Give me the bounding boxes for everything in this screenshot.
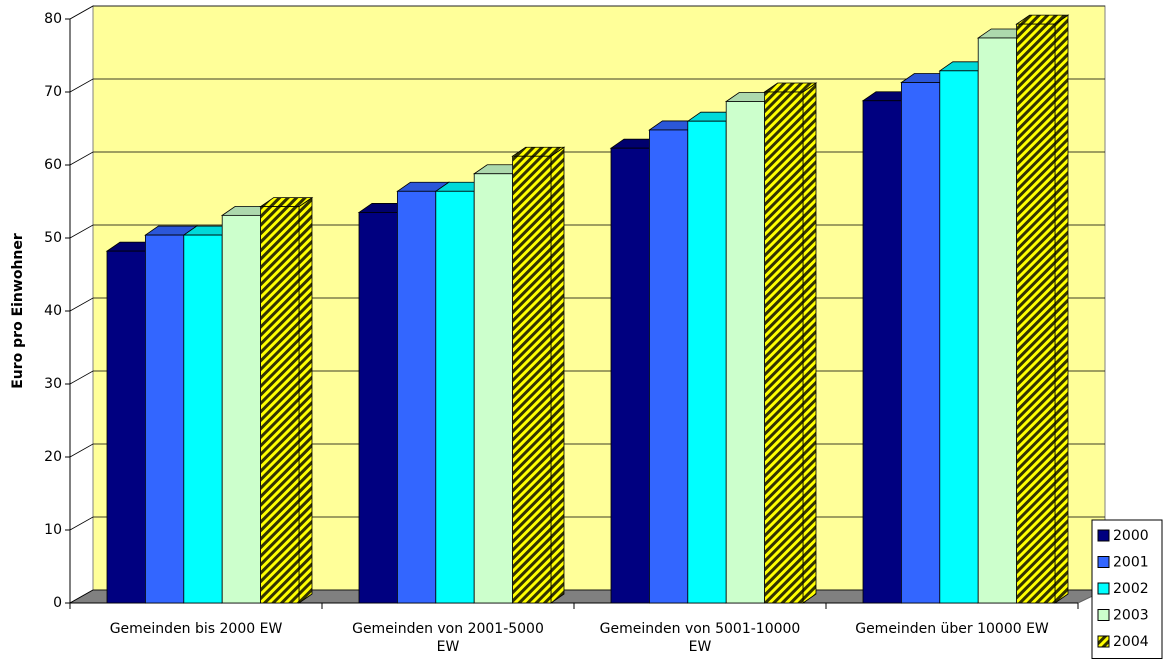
y-tick-label: 70 — [44, 84, 62, 100]
y-tick-label: 20 — [44, 449, 62, 465]
bar — [1016, 23, 1056, 604]
legend-label: 2004 — [1113, 634, 1149, 650]
x-tick-label: Gemeinden bis 2000 EW — [109, 621, 283, 637]
bar-side — [298, 196, 313, 604]
legend-swatch — [1097, 635, 1110, 648]
legend-swatch — [1097, 556, 1110, 568]
y-axis-label: Euro pro Einwohner — [10, 233, 26, 389]
bar — [939, 70, 979, 604]
bar — [144, 234, 185, 604]
bar — [977, 37, 1018, 604]
x-tick-label: Gemeinden über 10000 EW — [855, 621, 1049, 637]
bar — [260, 206, 300, 604]
bar — [183, 234, 223, 604]
bar — [396, 190, 437, 604]
legend-swatch — [1097, 529, 1110, 542]
y-tick-label: 30 — [44, 376, 62, 392]
legend-label: 2001 — [1113, 555, 1149, 571]
bar — [649, 129, 689, 604]
y-tick-label: 40 — [44, 303, 62, 319]
legend-label: 2003 — [1113, 608, 1149, 624]
y-tick-label: 10 — [44, 522, 62, 538]
bar — [512, 155, 552, 604]
legend-label: 2000 — [1113, 528, 1149, 544]
bar — [473, 173, 514, 604]
legend-swatch — [1097, 582, 1110, 595]
y-tick-label: 50 — [44, 230, 62, 246]
x-tick-label: Gemeinden von 5001-10000 EW — [599, 621, 801, 655]
bar — [725, 101, 766, 604]
bar — [221, 214, 261, 604]
y-tick-label: 80 — [44, 11, 62, 27]
bar — [435, 190, 475, 604]
legend-label: 2002 — [1113, 581, 1149, 597]
bar — [901, 82, 941, 604]
bar — [687, 120, 727, 604]
bar-side — [1054, 14, 1069, 604]
x-tick-label: Gemeinden von 2001-5000 EW — [352, 621, 544, 655]
y-tick-label: 60 — [44, 157, 62, 173]
bar — [106, 250, 146, 604]
bar-side — [802, 82, 817, 604]
bar — [358, 212, 398, 604]
bar — [610, 147, 650, 604]
grid-line — [69, 5, 1105, 20]
bar-side — [550, 146, 565, 604]
legend-swatch — [1097, 609, 1110, 621]
bar — [862, 100, 902, 604]
y-tick-label: 0 — [53, 595, 62, 611]
grid-line — [69, 78, 1105, 93]
bar — [764, 91, 804, 604]
